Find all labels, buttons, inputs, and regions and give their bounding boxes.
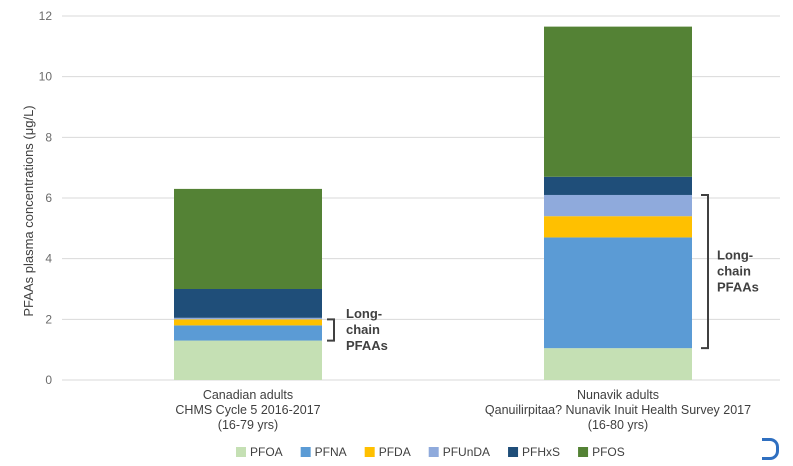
legend-label-pfhxs: PFHxS <box>522 445 560 459</box>
annotation-label-1-line-2: PFAAs <box>717 280 759 295</box>
annotation-label-1-line-0: Long- <box>717 248 753 263</box>
bar-segment-pfda-1 <box>544 216 692 238</box>
legend-swatch-pfunda <box>428 447 439 457</box>
y-axis-ticks: 0 2 4 6 8 10 12 <box>39 9 53 387</box>
bar-segment-pfna-1 <box>544 237 692 349</box>
bar-segment-pfos-1 <box>544 26 692 177</box>
category-label-0-line-0: Canadian adults <box>203 388 293 402</box>
y-tick-label-10: 10 <box>39 70 53 84</box>
annotation-label-0-line-2: PFAAs <box>346 338 388 353</box>
legend-label-pfna: PFNA <box>315 445 347 459</box>
bar-segment-pfunda-1 <box>544 194 692 217</box>
annotation-bracket-0 <box>327 318 335 342</box>
category-label-1-line-2: (16-80 yrs) <box>588 418 648 432</box>
y-tick-label-6: 6 <box>45 191 52 205</box>
y-tick-label-0: 0 <box>45 373 52 387</box>
bar-segment-pfhxs-0 <box>174 289 322 318</box>
category-label-0-line-1: CHMS Cycle 5 2016-2017 <box>175 403 320 417</box>
annotation-label-0-line-0: Long- <box>346 306 382 321</box>
y-tick-label-4: 4 <box>45 252 52 266</box>
annotation-label-0-line-1: chain <box>346 322 380 337</box>
legend-label-pfda: PFDA <box>379 445 411 459</box>
annotation-bracket-1 <box>701 193 709 350</box>
legend-label-pfunda: PFUnDA <box>443 445 490 459</box>
bar-segment-pfunda-0 <box>174 317 322 320</box>
category-label-0-line-2: (16-79 yrs) <box>218 418 278 432</box>
legend: PFOA PFNA PFDA PFUnDA PFHxS PFOS <box>236 445 625 459</box>
bar-segment-pfda-0 <box>174 319 322 326</box>
legend-swatch-pfna <box>300 447 311 457</box>
y-tick-label-8: 8 <box>45 130 52 144</box>
y-tick-label-12: 12 <box>39 9 53 23</box>
bar-segment-pfna-0 <box>174 325 322 341</box>
bar-segment-pfoa-0 <box>174 340 322 380</box>
category-label-1-line-0: Nunavik adults <box>577 388 659 402</box>
legend-swatch-pfhxs <box>508 447 519 457</box>
bar-segment-pfoa-1 <box>544 348 692 380</box>
bar-segment-pfos-0 <box>174 188 322 289</box>
annotation-label-1-line-1: chain <box>717 264 751 279</box>
legend-label-pfos: PFOS <box>592 445 625 459</box>
legend-label-pfoa: PFOA <box>250 445 283 459</box>
bars <box>174 26 692 380</box>
bar-segment-pfhxs-1 <box>544 176 692 195</box>
y-axis-label: PFAAs plasma concentrations (μg/L) <box>21 105 36 316</box>
y-tick-label-2: 2 <box>45 312 52 326</box>
legend-swatch-pfos <box>578 447 589 457</box>
legend-swatch-pfda <box>364 447 375 457</box>
category-label-1-line-1: Qanuilirpitaa? Nunavik Inuit Health Surv… <box>485 403 751 417</box>
legend-swatch-pfoa <box>236 447 246 457</box>
corner-logo-mark <box>762 438 779 460</box>
